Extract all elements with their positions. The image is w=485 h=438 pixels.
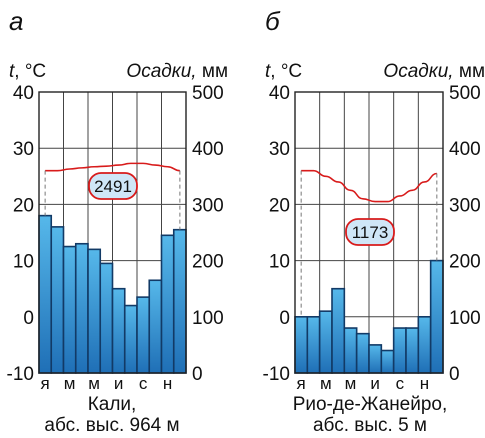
month-label: я	[297, 374, 306, 393]
annual-precipitation-value: 2491	[94, 177, 132, 196]
precipitation-tick-label: 500	[192, 83, 224, 104]
precipitation-bar	[429, 259, 444, 374]
precipitation-bar	[294, 315, 309, 374]
precipitation-bar	[392, 327, 407, 374]
precipitation-bar	[136, 296, 151, 374]
temperature-tick-label: 30	[269, 139, 290, 160]
precipitation-bar	[87, 248, 102, 374]
temperature-tick-label: -10	[7, 364, 34, 385]
right-axis-label: Осадки, мм	[126, 61, 228, 82]
temperature-tick-label: 20	[269, 195, 290, 216]
temperature-tick-label: 10	[13, 252, 34, 273]
month-label: м	[345, 374, 357, 393]
precipitation-tick-label: 200	[192, 252, 224, 273]
temperature-tick-label: 30	[13, 139, 34, 160]
left-axis-label: t, °C	[265, 61, 302, 82]
precipitation-bar	[331, 287, 346, 374]
panel-label: а	[9, 6, 23, 36]
temperature-tick-label: 0	[23, 308, 34, 329]
precipitation-bar	[160, 234, 175, 374]
precipitation-tick-label: 300	[449, 195, 481, 216]
month-label: н	[420, 374, 429, 393]
precipitation-bar	[417, 315, 432, 374]
temperature-tick-label: 20	[13, 195, 34, 216]
temperature-tick-label: 10	[269, 252, 290, 273]
precipitation-tick-label: 200	[449, 252, 481, 273]
precipitation-bar	[111, 287, 126, 374]
precipitation-tick-label: 400	[449, 139, 481, 160]
right-axis-label: Осадки, мм	[383, 61, 485, 82]
plot-frame	[294, 91, 444, 374]
precipitation-tick-label: 0	[449, 364, 460, 385]
precipitation-bar	[38, 214, 53, 374]
place-name: Рио-де-Жанейро,	[293, 394, 448, 415]
month-label: и	[114, 374, 124, 393]
temperature-tick-label: 0	[279, 308, 290, 329]
precipitation-tick-label: 300	[192, 195, 224, 216]
month-label: н	[163, 374, 172, 393]
precipitation-bar	[343, 327, 358, 374]
temperature-tick-label: 40	[13, 83, 34, 104]
precipitation-bar	[318, 310, 333, 374]
elevation-note: абс. выс. 964 м	[44, 415, 179, 436]
charts-root: аt, °C Осадки, мм403020100-10500400300200…	[7, 6, 485, 436]
precipitation-bar	[355, 332, 370, 374]
precipitation-bar	[148, 279, 163, 374]
temperature-line	[301, 169, 437, 203]
precipitation-tick-label: 0	[192, 364, 203, 385]
precipitation-bar	[50, 226, 65, 374]
precipitation-tick-label: 100	[192, 308, 224, 329]
month-label: м	[320, 374, 332, 393]
precipitation-tick-label: 400	[192, 139, 224, 160]
elevation-note: абс. выс. 5 м	[313, 415, 427, 436]
precipitation-bar	[74, 242, 89, 374]
month-label: с	[139, 374, 148, 393]
precipitation-tick-label: 500	[449, 83, 481, 104]
plot-frame	[38, 91, 187, 374]
precipitation-bar	[123, 304, 138, 374]
month-label: м	[64, 374, 76, 393]
annual-precipitation-badge	[345, 218, 395, 246]
month-label: я	[41, 374, 50, 393]
month-label: и	[370, 374, 380, 393]
annual-precipitation-value: 1173	[352, 223, 389, 242]
annual-precipitation-badge	[88, 172, 138, 200]
precipitation-bar	[405, 327, 420, 374]
precipitation-tick-label: 100	[449, 308, 481, 329]
temperature-tick-label: 40	[269, 83, 290, 104]
precipitation-bar	[62, 245, 77, 374]
panel-label: б	[265, 6, 281, 36]
precipitation-bar	[306, 315, 321, 374]
chart-panel-1: аt, °C Осадки, мм403020100-10500400300200…	[7, 6, 228, 436]
place-name: Кали,	[88, 394, 137, 415]
precipitation-bar	[99, 262, 114, 374]
temperature-tick-label: -10	[263, 364, 290, 385]
month-label: с	[396, 374, 405, 393]
temperature-line	[45, 162, 180, 172]
left-axis-label: t, °C	[9, 61, 46, 82]
precipitation-bar	[368, 344, 383, 374]
precipitation-bar	[380, 349, 395, 374]
month-label: м	[88, 374, 100, 393]
chart-panel-2: бt, °C Осадки, мм403020100-10500400300200…	[263, 6, 485, 436]
precipitation-bar	[172, 228, 187, 374]
